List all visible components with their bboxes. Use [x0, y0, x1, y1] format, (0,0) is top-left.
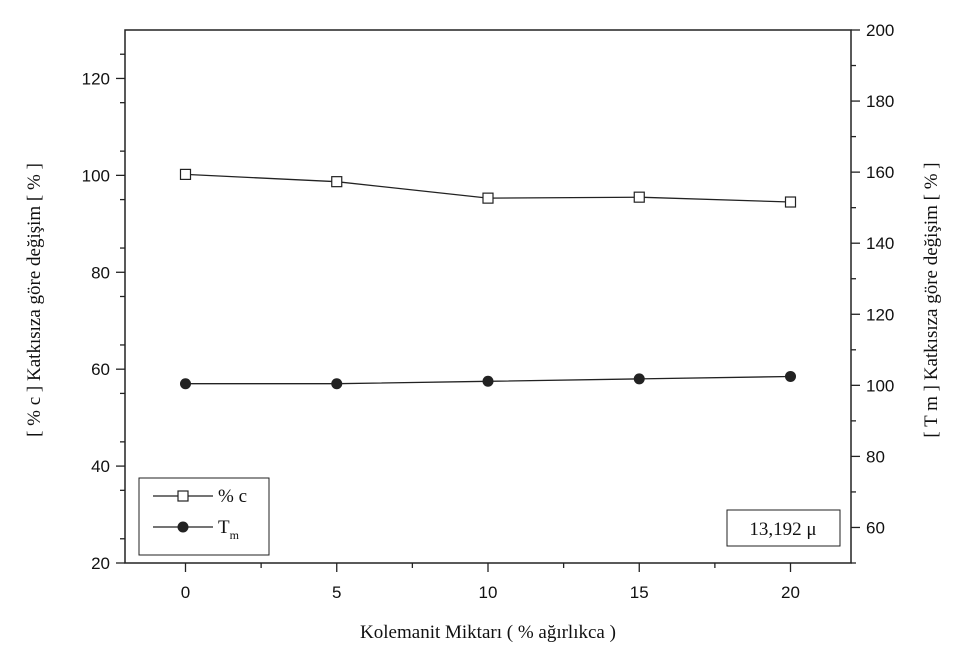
y-left-tick-label-3: 80	[91, 263, 110, 282]
y-right-tick-label-2: 100	[866, 376, 894, 395]
y-right-tick-label-7: 200	[866, 21, 894, 40]
legend-marker-open-square	[177, 490, 189, 502]
series-1-point-1	[331, 378, 343, 390]
series-1-point-0	[180, 378, 191, 390]
series-1-point-3	[633, 373, 645, 385]
series-layer	[179, 168, 797, 390]
legend-box	[138, 477, 270, 556]
legend-label-tm-subscript: m	[230, 528, 240, 542]
y-left-tick-label-2: 60	[91, 360, 110, 379]
y-right-tick-label-1: 80	[866, 447, 885, 466]
x-tick-label-3: 15	[630, 583, 649, 602]
legend-marker-filled-circle	[177, 521, 189, 533]
y-left-tick-label-4: 100	[82, 166, 110, 185]
legend-label-tm-main: T	[218, 517, 230, 538]
x-axis-title: Kolemanit Miktarı ( % ağırlıkca )	[360, 622, 616, 643]
series-1-point-2	[482, 375, 494, 387]
series-0-point-0	[179, 168, 192, 180]
y-right-tick-label-4: 140	[866, 234, 894, 253]
x-tick-label-4: 20	[781, 583, 800, 602]
series-0-point-3	[633, 191, 645, 203]
series-0-point-2	[482, 192, 494, 204]
legend-label-tm: Tm	[218, 517, 240, 542]
x-tick-label-0: 0	[181, 583, 190, 602]
series-1-point-4	[785, 370, 796, 382]
series-0-point-1	[331, 176, 343, 188]
x-tick-label-1: 5	[332, 583, 341, 602]
annotation-box: 13,192 μ	[726, 509, 841, 547]
y-right-tick-label-5: 160	[866, 163, 894, 182]
legend-label-percent-c: % c	[218, 486, 247, 507]
series-0-point-4	[784, 196, 797, 208]
legend: % c Tm	[138, 477, 270, 556]
y-right-tick-label-3: 120	[866, 305, 894, 324]
y-axis-left-title: [ % c ] Katkısıza göre değişim [ % ]	[24, 163, 45, 437]
annotation-frame	[726, 509, 841, 547]
x-tick-label-2: 10	[479, 583, 498, 602]
y-right-tick-label-6: 180	[866, 92, 894, 111]
ticks-layer: 0 5 10 15 20 20 40 60 80 100 120 60 80 100 120 140 160 18…	[82, 21, 895, 602]
y-axis-right-title: [ T m ] Katkısıza göre değişim [ % ]	[921, 162, 942, 437]
y-left-tick-label-0: 20	[91, 554, 110, 573]
y-right-tick-label-0: 60	[866, 518, 885, 537]
annotation-label: 13,192 μ	[749, 519, 816, 540]
y-left-tick-label-1: 40	[91, 457, 110, 476]
y-left-tick-label-5: 120	[82, 69, 110, 88]
